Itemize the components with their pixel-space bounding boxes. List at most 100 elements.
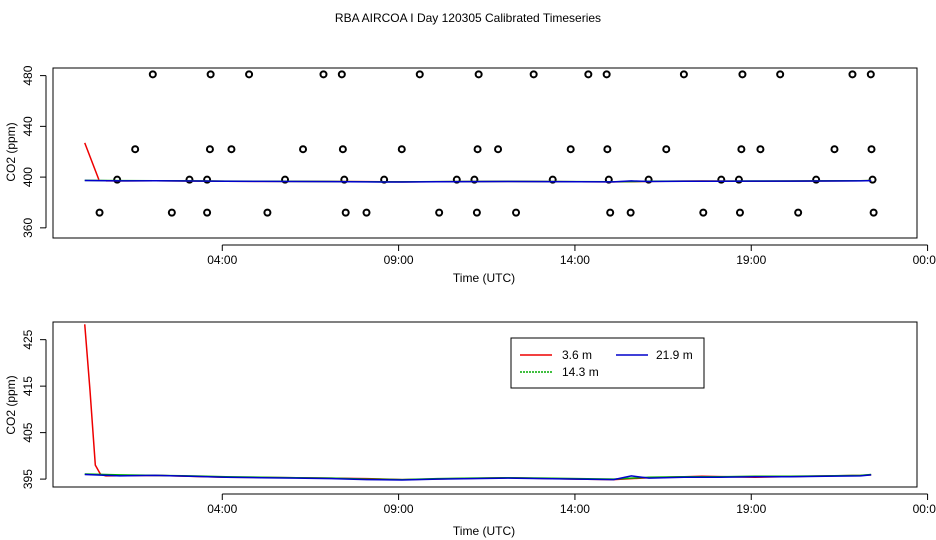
calibration-point xyxy=(756,145,765,154)
top-lines xyxy=(84,142,872,183)
series-line-3-6-m xyxy=(83,324,872,481)
bottom-x-axis-label: Time (UTC) xyxy=(453,524,515,538)
calibration-point xyxy=(584,70,593,79)
bottom-lines xyxy=(83,324,872,481)
legend: 3.6 m 14.3 m 21.9 m xyxy=(510,337,705,389)
calibration-point xyxy=(245,70,254,79)
calibration-point xyxy=(602,70,611,79)
calibration-point xyxy=(626,208,635,217)
top-y-tick-label: 360 xyxy=(21,218,35,238)
calibration-point xyxy=(869,208,878,217)
calibration-point xyxy=(340,175,349,184)
calibration-point xyxy=(848,70,857,79)
calibration-point xyxy=(776,70,785,79)
calibration-point xyxy=(529,70,538,79)
calibration-point xyxy=(679,70,688,79)
top-plot-frame xyxy=(52,67,918,239)
calibration-point xyxy=(397,145,406,154)
calibration-point xyxy=(734,175,743,184)
top-x-axis-label: Time (UTC) xyxy=(453,271,515,285)
bottom-y-tick-label: 425 xyxy=(21,329,35,349)
legend-label-3-6m: 3.6 m xyxy=(562,348,592,362)
bottom-x-tick-label: 14:00 xyxy=(560,502,590,516)
bottom-x-tick-label: 00:00 xyxy=(913,502,936,516)
bottom-x-axis: 04:00 09:00 14:00 19:00 00:00 xyxy=(207,493,936,516)
calibration-point xyxy=(203,175,212,184)
bottom-y-tick-label: 405 xyxy=(21,422,35,442)
top-x-axis: 04:00 09:00 14:00 19:00 00:00 xyxy=(207,244,936,267)
calibration-point xyxy=(603,145,612,154)
top-y-tick-label: 480 xyxy=(21,65,35,85)
calibration-point xyxy=(474,70,483,79)
chart-title: RBA AIRCOA I Day 120305 Calibrated Times… xyxy=(335,11,601,25)
calibration-point xyxy=(738,70,747,79)
top-y-axis-label: CO2 (ppm) xyxy=(4,122,18,181)
series-line-21-9-m xyxy=(84,473,872,481)
calibration-point xyxy=(473,145,482,154)
calibration-point xyxy=(362,208,371,217)
calibration-point xyxy=(227,145,236,154)
calibration-point xyxy=(338,145,347,154)
top-x-tick-label: 00:00 xyxy=(913,253,936,267)
calibration-point xyxy=(737,145,746,154)
calibration-point xyxy=(472,208,481,217)
bottom-x-tick-label: 19:00 xyxy=(736,502,766,516)
calibration-point xyxy=(494,145,503,154)
top-points xyxy=(95,70,878,217)
calibration-point xyxy=(95,208,104,217)
calibration-point xyxy=(470,175,479,184)
calibration-point xyxy=(205,145,214,154)
calibration-point xyxy=(644,175,653,184)
calibration-point xyxy=(299,145,308,154)
legend-label-21-9m: 21.9 m xyxy=(656,348,693,362)
calibration-point xyxy=(337,70,346,79)
calibration-point xyxy=(263,208,272,217)
calibration-point xyxy=(206,70,215,79)
calibration-point xyxy=(717,175,726,184)
top-x-tick-label: 14:00 xyxy=(560,253,590,267)
top-x-tick-label: 19:00 xyxy=(736,253,766,267)
top-series-21-9-m xyxy=(84,179,872,183)
calibration-point xyxy=(113,175,122,184)
calibration-point xyxy=(203,208,212,217)
calibration-point xyxy=(794,208,803,217)
calibration-point xyxy=(435,208,444,217)
legend-box xyxy=(510,337,705,389)
calibration-point xyxy=(319,70,328,79)
top-panel: 04:00 09:00 14:00 19:00 00:00 360 400 440 480 T… xyxy=(4,65,936,285)
calibration-point xyxy=(867,145,876,154)
top-x-tick-label: 09:00 xyxy=(384,253,414,267)
calibration-point xyxy=(699,208,708,217)
calibration-point xyxy=(512,208,521,217)
bottom-y-axis: 395 405 415 425 xyxy=(21,329,47,489)
top-y-tick-label: 440 xyxy=(21,116,35,136)
calibration-point xyxy=(548,175,557,184)
top-y-axis: 360 400 440 480 xyxy=(21,65,47,238)
calibration-point xyxy=(131,145,140,154)
calibration-point xyxy=(812,175,821,184)
calibration-point xyxy=(185,175,194,184)
calibration-point xyxy=(830,145,839,154)
bottom-panel: 04:00 09:00 14:00 19:00 00:00 395 405 415 425 T… xyxy=(4,321,936,538)
top-x-tick-label: 04:00 xyxy=(207,253,237,267)
calibration-point xyxy=(452,175,461,184)
calibration-point xyxy=(415,70,424,79)
top-y-tick-label: 400 xyxy=(21,167,35,187)
calibration-point xyxy=(148,70,157,79)
calibration-point xyxy=(341,208,350,217)
calibration-point xyxy=(662,145,671,154)
bottom-y-tick-label: 395 xyxy=(21,469,35,489)
calibration-point xyxy=(606,208,615,217)
bottom-y-axis-label: CO2 (ppm) xyxy=(4,375,18,434)
calibration-point xyxy=(167,208,176,217)
calibration-point xyxy=(566,145,575,154)
calibration-point xyxy=(281,175,290,184)
calibration-point xyxy=(868,175,877,184)
bottom-y-tick-label: 415 xyxy=(21,376,35,396)
bottom-x-tick-label: 09:00 xyxy=(384,502,414,516)
calibration-point xyxy=(735,208,744,217)
bottom-x-tick-label: 04:00 xyxy=(207,502,237,516)
calibration-point xyxy=(866,70,875,79)
legend-label-14-3m: 14.3 m xyxy=(562,365,599,379)
